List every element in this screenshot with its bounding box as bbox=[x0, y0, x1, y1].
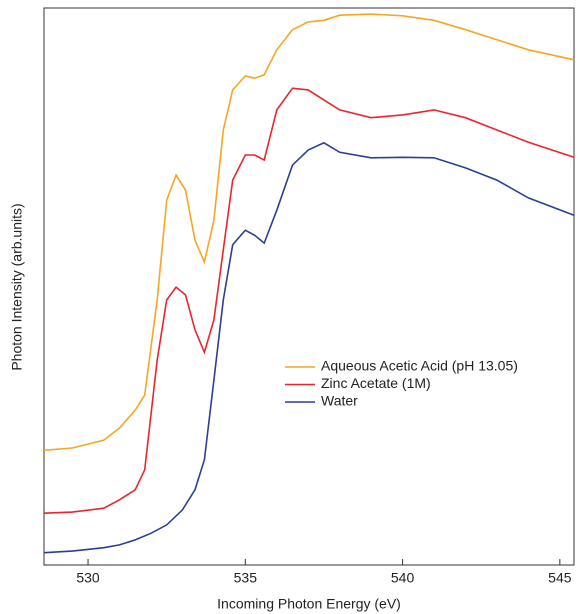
series-line bbox=[43, 141, 575, 554]
legend-label: Water bbox=[321, 393, 358, 409]
x-tick-label: 530 bbox=[76, 570, 100, 586]
legend-label: Aqueous Acetic Acid (pH 13.05) bbox=[321, 358, 518, 374]
y-axis-label: Photon Intensity (arb.units) bbox=[9, 203, 25, 370]
x-axis-label: Incoming Photon Energy (eV) bbox=[217, 596, 401, 612]
x-tick-label: 545 bbox=[548, 570, 572, 586]
x-tick-label: 535 bbox=[234, 570, 258, 586]
plot-frame bbox=[43, 7, 575, 566]
x-tick-label: 540 bbox=[391, 570, 415, 586]
legend-label: Zinc Acetate (1M) bbox=[321, 375, 431, 391]
series-line bbox=[43, 13, 575, 452]
series-line bbox=[43, 87, 575, 514]
